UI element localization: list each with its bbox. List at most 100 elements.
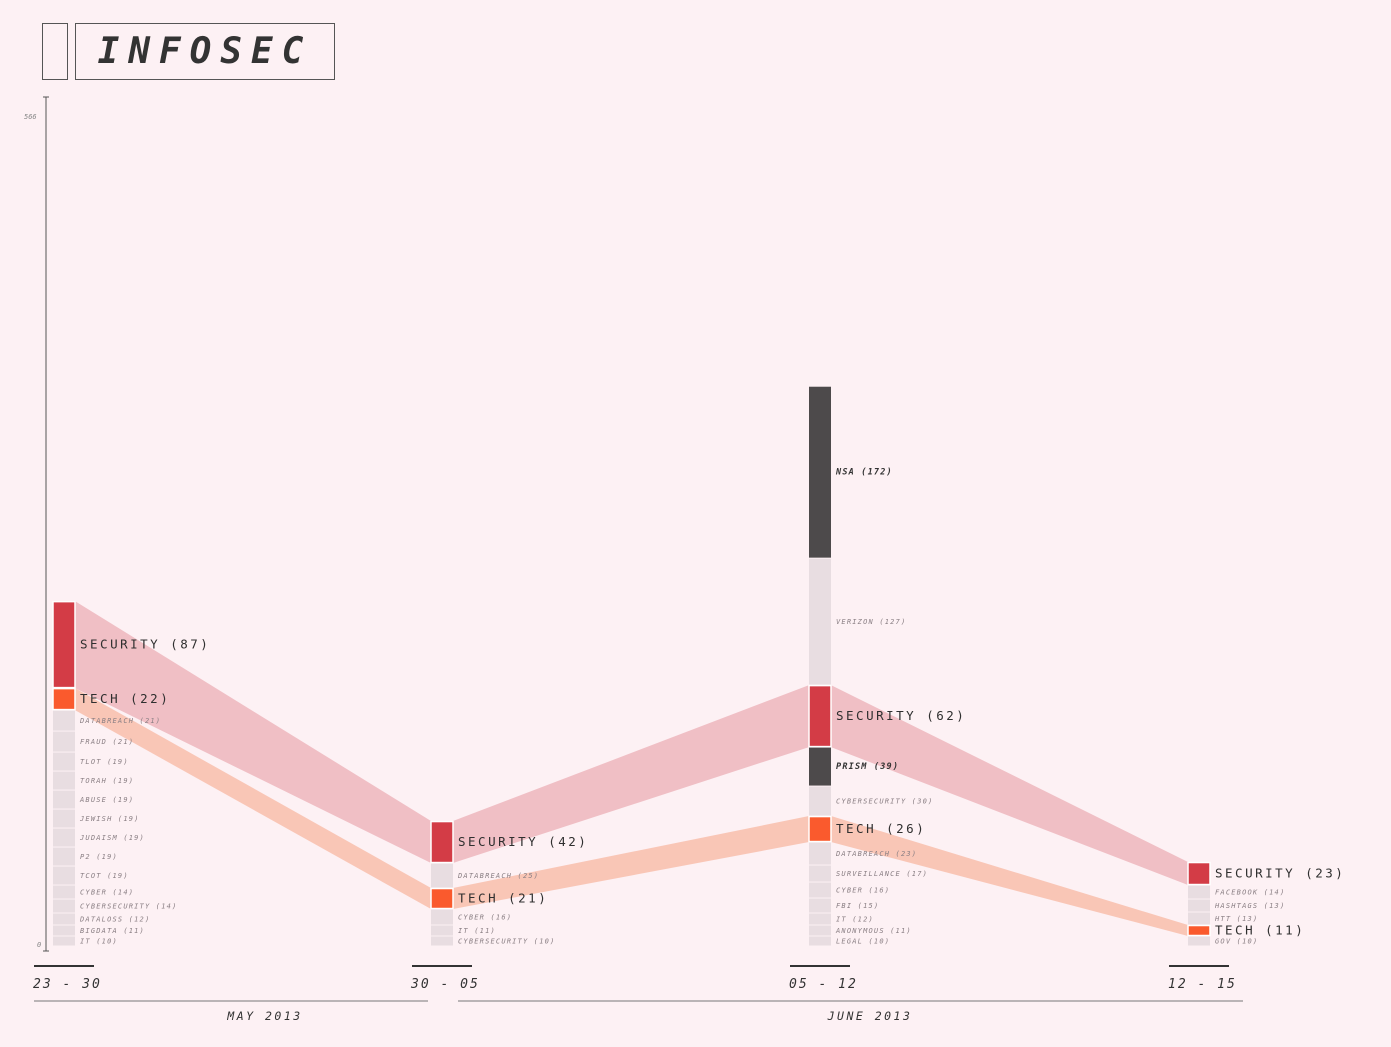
- tag-label: CYBERSECURITY (14): [80, 903, 177, 911]
- tag-label: TECH (26): [836, 821, 926, 836]
- tag-label: DATABREACH (21): [79, 717, 161, 725]
- bar-it-col1: [431, 925, 453, 936]
- tag-label: SURVEILLANCE (17): [836, 870, 928, 878]
- y-tick-max: 566: [24, 113, 37, 121]
- bar-jewish-col0: [53, 809, 75, 828]
- tag-label: BIGDATA (11): [80, 927, 145, 935]
- month-label: JUNE 2013: [827, 1009, 913, 1023]
- tag-label: SECURITY (42): [458, 834, 588, 849]
- tag-label: DATABREACH (25): [457, 872, 539, 880]
- bar-anonymous-col2: [809, 925, 831, 936]
- chart-title: INFOSEC: [75, 23, 335, 80]
- bar-cyber-col1: [431, 909, 453, 925]
- tag-label: DATABREACH (23): [835, 850, 917, 858]
- tag-label: VERIZON (127): [836, 618, 906, 626]
- tag-label: SECURITY (62): [836, 708, 966, 723]
- tag-label: HTT (13): [1214, 915, 1258, 923]
- tag-label: CYBERSECURITY (10): [458, 938, 555, 946]
- tag-label: PRISM (39): [836, 762, 899, 772]
- tag-label: TECH (11): [1215, 923, 1305, 938]
- bar-legal-col2: [809, 936, 831, 946]
- bar-it-col2: [809, 913, 831, 925]
- flow-tech-1: [453, 816, 809, 910]
- tag-label: TLOT (19): [80, 758, 129, 766]
- axis-layer: 23 - 30 30 - 05 05 - 12 12 - 15 566 0 MAY 2013…: [24, 96, 1243, 1023]
- tag-label: NSA (172): [835, 468, 893, 478]
- tag-label: JEWISH (19): [79, 815, 140, 823]
- tag-label: FRAUD (21): [80, 738, 134, 746]
- bars-layer: [52, 386, 1211, 946]
- month-label: MAY 2013: [226, 1009, 302, 1023]
- tag-label: GOV (10): [1215, 938, 1258, 946]
- tag-label: TCOT (19): [80, 872, 129, 880]
- bar-tcot-col0: [53, 866, 75, 885]
- bar-judaism-col0: [53, 828, 75, 847]
- bar-gov-col3: [1188, 936, 1210, 946]
- period-label: 05 - 12: [789, 977, 858, 992]
- bar-hashtags-col3: [1188, 899, 1210, 912]
- bar-security-col0: [52, 600, 76, 689]
- flow-tech-0: [75, 688, 431, 910]
- tag-label: JUDAISM (19): [79, 834, 145, 842]
- labels-layer: SECURITY (87) TECH (22) DATABREACH (21) FRA…: [79, 468, 1345, 946]
- bar-security-col1: [430, 820, 454, 864]
- tag-label: SECURITY (23): [1215, 866, 1345, 881]
- tag-label: HASHTAGS (13): [1214, 902, 1285, 910]
- bar-tlot-col0: [53, 752, 75, 771]
- bar-bigdata-col0: [53, 925, 75, 936]
- bar-prism-col2: [809, 747, 831, 786]
- tag-label: CYBER (14): [80, 889, 134, 897]
- bar-dataloss-col0: [53, 913, 75, 925]
- tag-label: ANONYMOUS (11): [835, 927, 912, 935]
- bar-tech-col3: [1187, 924, 1211, 937]
- bar-nsa-col2: [809, 386, 831, 558]
- bar-cyber-col0: [53, 885, 75, 899]
- flow-security-1: [453, 685, 809, 864]
- tag-label: TECH (22): [80, 691, 170, 706]
- bar-cyber-col2: [809, 882, 831, 898]
- tag-label: FBI (15): [836, 902, 879, 910]
- bar-facebook-col3: [1188, 885, 1210, 899]
- bar-surveillance-col2: [809, 865, 831, 882]
- flow-tech-2: [831, 816, 1188, 937]
- flow-security-2: [831, 685, 1188, 886]
- bar-fraud-col0: [53, 731, 75, 752]
- bar-it-col0: [53, 936, 75, 946]
- bar-cybersecurity-col1: [431, 936, 453, 946]
- bar-cybersecurity-col0: [53, 899, 75, 913]
- tag-label: IT (12): [836, 916, 874, 924]
- tag-label: FACEBOOK (14): [1215, 889, 1285, 897]
- bar-databreach-col1: [431, 863, 453, 888]
- bar-p2-col0: [53, 847, 75, 866]
- tag-label: CYBER (16): [836, 887, 890, 895]
- bar-cybersecurity-col2: [809, 786, 831, 816]
- bar-databreach-col0: [53, 710, 75, 731]
- tag-label: CYBER (16): [458, 914, 512, 922]
- tag-label: SECURITY (87): [80, 637, 210, 652]
- legend-square: [42, 23, 68, 80]
- tag-label: ABUSE (19): [79, 796, 134, 804]
- tag-label: LEGAL (10): [836, 938, 890, 946]
- bar-fbi-col2: [809, 898, 831, 913]
- period-label: 30 - 05: [410, 977, 480, 992]
- tag-label: TECH (21): [458, 891, 548, 906]
- tag-label: CYBERSECURITY (30): [836, 798, 933, 806]
- flows-layer: [75, 601, 1188, 937]
- bar-security-col2: [808, 684, 832, 748]
- tag-label: IT (10): [80, 938, 118, 946]
- tag-label: P2 (19): [80, 853, 118, 861]
- tag-label: DATALOSS (12): [79, 916, 150, 924]
- bar-databreach-col2: [809, 842, 831, 865]
- bar-htt-col3: [1188, 912, 1210, 925]
- period-label: 23 - 30: [33, 977, 102, 992]
- y-tick-min: 0: [37, 941, 41, 949]
- bar-tech-col2: [808, 815, 832, 843]
- bar-security-col3: [1187, 861, 1211, 886]
- bar-tech-col0: [52, 687, 76, 711]
- tag-label: IT (11): [458, 927, 496, 935]
- flow-security-0: [75, 601, 431, 864]
- bar-tech-col1: [430, 887, 454, 910]
- bar-abuse-col0: [53, 790, 75, 809]
- period-label: 12 - 15: [1168, 977, 1237, 992]
